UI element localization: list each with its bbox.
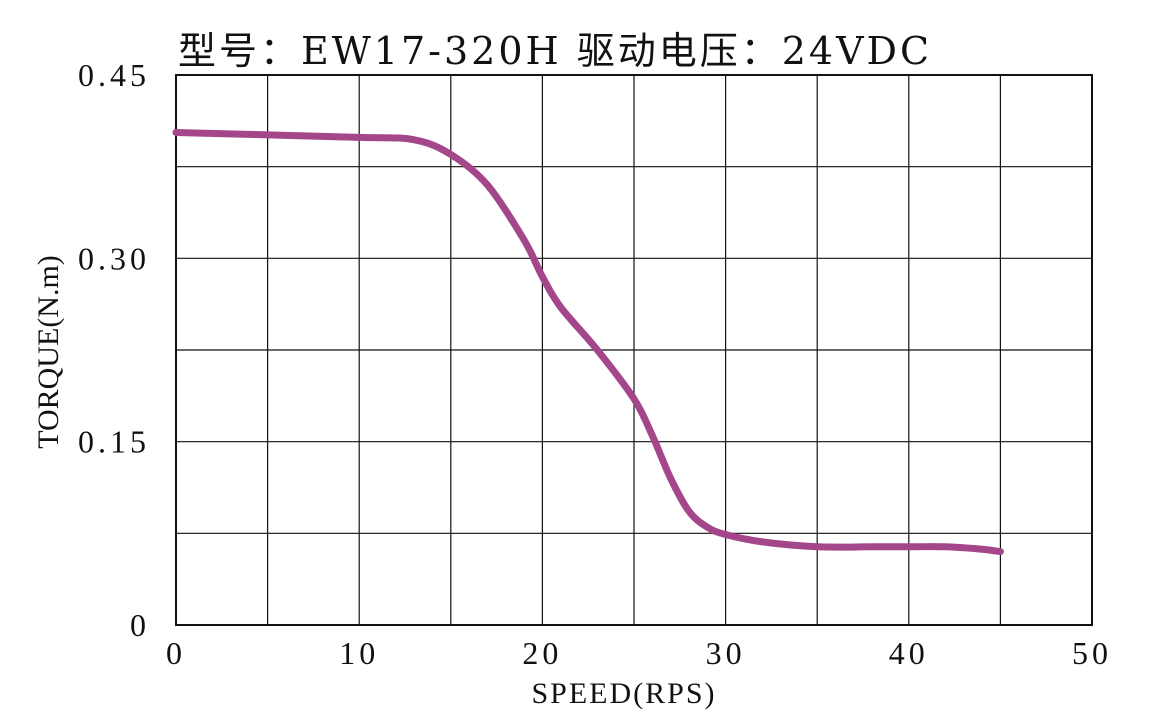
x-tick-label: 10 — [339, 635, 379, 671]
torque-curve-line — [172, 128, 1004, 556]
grid-lines — [176, 75, 1092, 625]
plot-frame — [175, 74, 1093, 626]
x-axis-label: SPEED(RPS) — [531, 677, 716, 710]
y-tick-label: 0 — [130, 607, 150, 643]
chart-title: 型号：EW17-320H 驱动电压：24VDC — [178, 29, 932, 73]
x-axis-ticks: 0 10 20 30 40 50 — [166, 635, 1112, 671]
x-tick-label: 40 — [889, 635, 929, 671]
x-tick-label: 20 — [522, 635, 562, 671]
y-tick-label: 0.45 — [78, 57, 150, 93]
x-tick-label: 50 — [1072, 635, 1112, 671]
y-tick-label: 0.30 — [78, 240, 150, 276]
y-tick-label: 0.15 — [78, 424, 150, 460]
y-axis-label: TORQUE(N.m) — [32, 255, 65, 449]
x-tick-label: 0 — [166, 635, 186, 671]
x-tick-label: 30 — [706, 635, 746, 671]
y-axis-ticks: 0 0.15 0.30 0.45 — [78, 57, 150, 643]
